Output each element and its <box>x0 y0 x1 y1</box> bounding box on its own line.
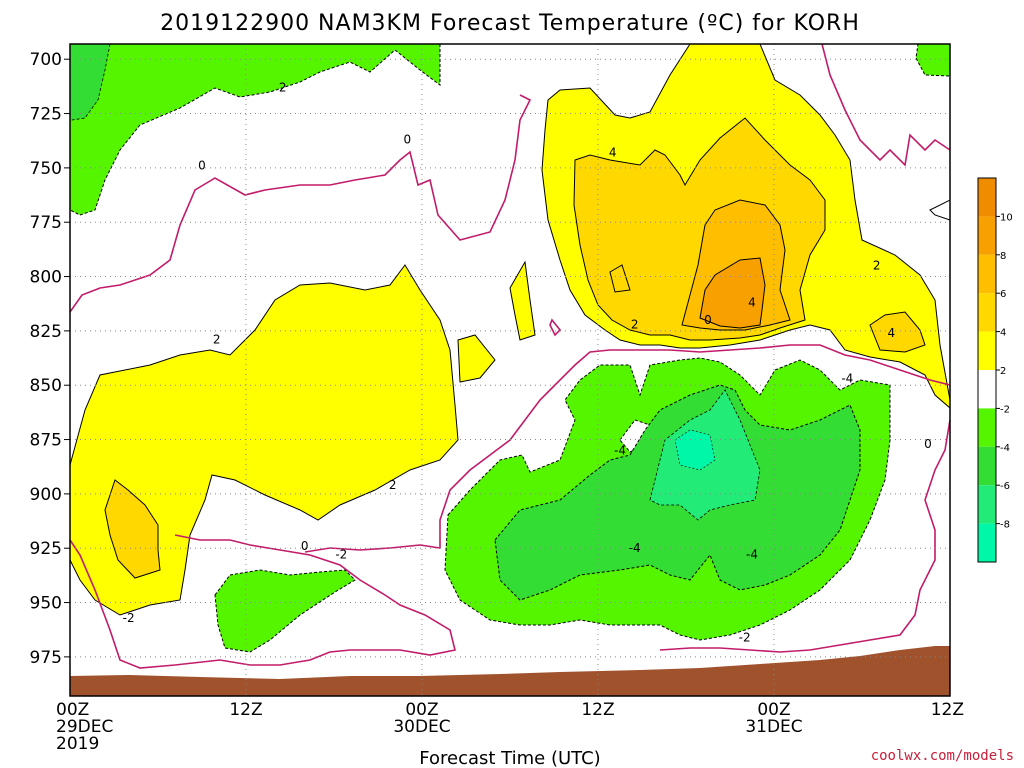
contour-label: -4 <box>841 372 853 386</box>
y-axis-ticks: 700 725 750 775 800 825 850 875 900 925 950 975 <box>30 50 70 668</box>
y-tick-label: 975 <box>30 648 62 668</box>
x-axis-label: Forecast Time (UTC) <box>419 748 600 768</box>
colorbar-tick-label: -4 <box>1000 443 1010 454</box>
contour-labels: 2 0 0 4 2 2 2 0 4 4 -4 0 -4 2 0 -2 -4 -4 -2 -2 <box>123 80 932 644</box>
y-tick-label: 700 <box>30 50 62 70</box>
contour-label: 0 <box>704 313 712 327</box>
x-tick-label: 00Z <box>56 700 89 720</box>
credit-text[interactable]: coolwx.com/models <box>871 748 1014 764</box>
contour-label: 2 <box>213 333 221 347</box>
x-tick-label: 30DEC <box>393 717 450 737</box>
warm-hottest-core <box>699 257 766 329</box>
warm-blob-2 <box>457 334 496 383</box>
colorbar-band <box>978 331 996 370</box>
colorbar-tick-label: 8 <box>1000 251 1006 262</box>
contour-label: 4 <box>888 326 896 340</box>
contour-label: 0 <box>198 159 206 173</box>
chart-title: 2019122900 NAM3KM Forecast Temperature (… <box>160 11 860 36</box>
warm-blob-1 <box>509 260 536 341</box>
zero-isotherm-2 <box>69 534 456 669</box>
y-tick-label: 775 <box>30 213 62 233</box>
x-tick-label: 00Z <box>757 700 790 720</box>
y-tick-label: 825 <box>30 322 62 342</box>
cold-region-upper-left-core <box>69 43 111 121</box>
colorbar-band <box>978 523 996 562</box>
contour-label: 0 <box>301 539 309 553</box>
colorbar: 10 8 6 4 2 -2 -4 -6 -8 <box>977 177 1013 563</box>
x-tick-label: 12Z <box>581 700 614 720</box>
contour-label: 4 <box>748 296 756 310</box>
cold-coldest-core-2 <box>674 429 716 471</box>
cold-region-lower-left <box>214 569 356 653</box>
colorbar-band <box>978 216 996 255</box>
contour-label: 0 <box>924 437 932 451</box>
contour-label: 2 <box>631 317 639 331</box>
contour-label: -2 <box>335 548 347 562</box>
colorbar-band <box>978 293 996 332</box>
colorbar-tick-label: -2 <box>1000 404 1010 415</box>
zero-isotherm-5 <box>821 43 951 167</box>
x-tick-label: 29DEC <box>56 717 113 737</box>
x-tick-label: 12Z <box>931 700 964 720</box>
colorbar-band <box>978 370 996 409</box>
colorbar-tick-label: 4 <box>1000 328 1006 339</box>
warm-region-left <box>69 264 459 616</box>
colorbar-band <box>978 485 996 524</box>
contour-label: -4 <box>746 548 758 562</box>
y-tick-label: 950 <box>30 594 62 614</box>
y-tick-label: 925 <box>30 539 62 559</box>
warm-core-left <box>104 479 161 579</box>
contour-label: -2 <box>739 630 751 644</box>
zero-isotherm-1 <box>69 94 532 313</box>
zero-isotherm-6 <box>659 419 951 653</box>
contour-label: 2 <box>873 259 881 273</box>
colorbar-tick-label: -8 <box>1000 520 1010 531</box>
y-tick-label: 725 <box>30 105 62 125</box>
x-tick-label: 31DEC <box>745 717 802 737</box>
contour-label: 0 <box>404 133 412 147</box>
colorbar-band <box>978 446 996 486</box>
colorbar-band <box>978 408 996 447</box>
x-tick-label: 2019 <box>56 734 99 754</box>
x-tick-label: 00Z <box>405 700 438 720</box>
contour-label: -4 <box>614 443 626 457</box>
plot-frame <box>69 43 951 697</box>
temperature-fills <box>69 43 951 653</box>
x-tick-label: 12Z <box>229 700 262 720</box>
y-tick-label: 900 <box>30 485 62 505</box>
y-tick-label: 750 <box>30 159 62 179</box>
y-tick-label: 800 <box>30 268 62 288</box>
colorbar-tick-label: -6 <box>1000 481 1010 492</box>
warm-islet-1 <box>609 264 631 293</box>
colorbar-tick-label: 10 <box>1000 212 1013 223</box>
contour-label: -2 <box>123 611 135 625</box>
colorbar-band <box>978 254 996 294</box>
zero-isotherm-lines <box>69 43 951 669</box>
y-tick-label: 850 <box>30 376 62 396</box>
contour-label: 4 <box>609 146 617 160</box>
contour-label: -4 <box>629 541 641 555</box>
zero-isotherm-7 <box>549 318 562 337</box>
colorbar-band <box>978 178 996 217</box>
cold-region-upper-left <box>69 43 441 216</box>
colorbar-tick-label: 6 <box>1000 289 1006 300</box>
warm-core-right-2 <box>869 311 926 353</box>
ground-region <box>70 646 950 696</box>
contour-label: 2 <box>279 80 287 94</box>
zero-isotherm-4 <box>439 344 951 548</box>
y-tick-label: 875 <box>30 431 62 451</box>
colorbar-tick-label: 2 <box>1000 366 1006 377</box>
contour-label: 2 <box>389 478 397 492</box>
